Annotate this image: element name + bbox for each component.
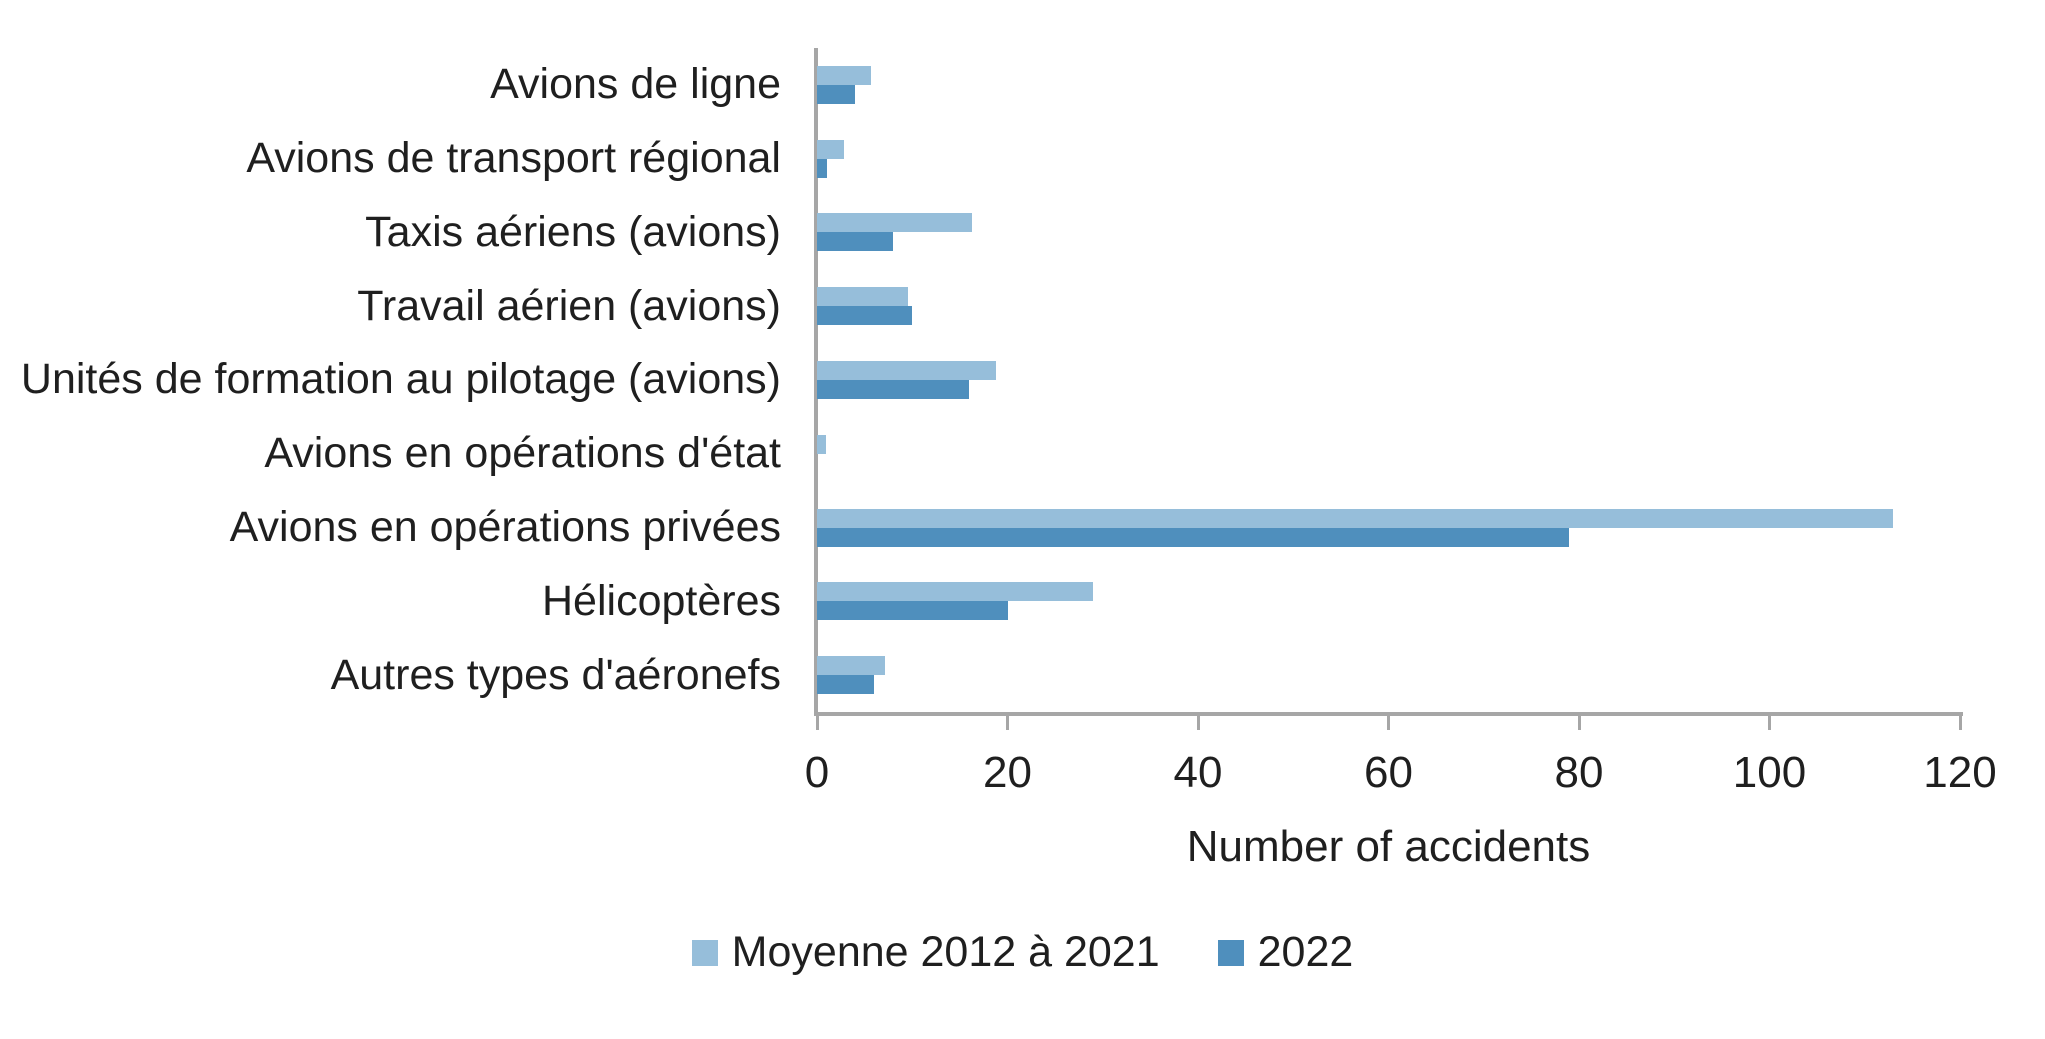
category-label: Avions en opérations privées — [229, 503, 781, 552]
bar-2022 — [817, 84, 856, 104]
bar-moyenne-2012-2021 — [817, 582, 1094, 602]
bar-moyenne-2012-2021 — [817, 213, 973, 233]
legend-label-2022: 2022 — [1257, 928, 1354, 976]
category-label: Hélicoptères — [542, 576, 781, 625]
x-axis-line — [814, 712, 1963, 716]
legend-label-moyenne: Moyenne 2012 à 2021 — [731, 928, 1160, 976]
bar-2022 — [817, 306, 913, 326]
x-tick-mark — [1006, 716, 1009, 730]
category-label: Autres types d'aéronefs — [330, 650, 781, 699]
bar-2022 — [817, 675, 875, 695]
bar-moyenne-2012-2021 — [817, 508, 1894, 528]
legend: Moyenne 2012 à 2021 2022 — [0, 928, 2045, 977]
bar-2022 — [817, 527, 1570, 547]
x-tick-label: 80 — [1554, 748, 1604, 797]
bar-2022 — [817, 232, 894, 252]
bar-moyenne-2012-2021 — [817, 434, 826, 454]
legend-item: 2022 — [1217, 928, 1354, 977]
x-tick-label: 60 — [1364, 748, 1413, 797]
bar-2022 — [817, 158, 827, 178]
x-tick-label: 40 — [1173, 748, 1223, 797]
x-tick-mark — [1958, 716, 1962, 730]
y-axis-line — [814, 48, 818, 712]
legend-swatch-moyenne — [691, 939, 718, 966]
x-axis-title: Number of accidents — [1186, 822, 1591, 871]
category-label: Taxis aériens (avions) — [365, 207, 781, 256]
category-label: Avions de ligne — [490, 60, 781, 109]
bar-2022 — [817, 380, 970, 399]
category-label: Unités de formation au pilotage (avions) — [20, 355, 781, 404]
x-tick-mark — [1577, 716, 1581, 730]
x-tick-label: 0 — [804, 748, 830, 797]
x-tick-mark — [1387, 716, 1390, 730]
legend-swatch-2022 — [1217, 939, 1244, 966]
bar-moyenne-2012-2021 — [817, 139, 844, 159]
bar-moyenne-2012-2021 — [817, 361, 997, 380]
category-label: Avions en opérations d'état — [264, 429, 781, 478]
bar-moyenne-2012-2021 — [817, 656, 885, 676]
bar-2022 — [817, 601, 1008, 621]
x-tick-label: 20 — [983, 748, 1032, 797]
x-tick-mark — [1196, 716, 1200, 730]
x-tick-label: 120 — [1923, 748, 1997, 797]
category-label: Travail aérien (avions) — [357, 281, 781, 330]
category-label: Avions de transport régional — [246, 134, 781, 183]
x-tick-mark — [815, 716, 819, 730]
legend-item: Moyenne 2012 à 2021 — [691, 928, 1160, 977]
bar-moyenne-2012-2021 — [817, 65, 872, 85]
x-tick-mark — [1768, 716, 1771, 730]
bar-moyenne-2012-2021 — [817, 287, 909, 307]
x-tick-label: 100 — [1732, 748, 1807, 797]
